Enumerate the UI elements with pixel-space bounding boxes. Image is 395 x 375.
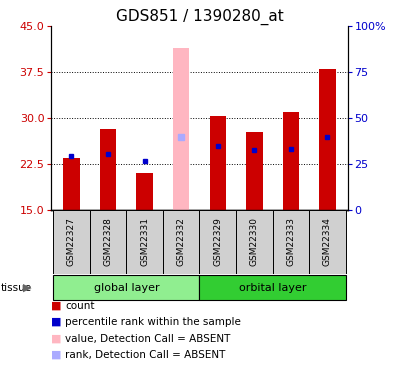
Bar xyxy=(246,132,263,210)
Text: GSM22328: GSM22328 xyxy=(103,217,113,266)
Bar xyxy=(63,158,80,210)
Bar xyxy=(199,275,346,300)
Text: tissue: tissue xyxy=(0,283,32,293)
Bar xyxy=(283,112,299,210)
Text: orbital layer: orbital layer xyxy=(239,283,307,293)
Bar xyxy=(136,173,153,210)
Bar xyxy=(100,129,116,210)
Text: GSM22327: GSM22327 xyxy=(67,217,76,266)
Bar xyxy=(319,69,336,210)
Bar xyxy=(90,210,126,274)
Text: GSM22334: GSM22334 xyxy=(323,217,332,266)
Text: global layer: global layer xyxy=(94,283,159,293)
Text: rank, Detection Call = ABSENT: rank, Detection Call = ABSENT xyxy=(65,350,226,360)
Text: count: count xyxy=(65,301,95,310)
Text: ■: ■ xyxy=(51,334,62,344)
Bar xyxy=(199,210,236,274)
Bar xyxy=(309,210,346,274)
Bar xyxy=(173,48,190,210)
Bar xyxy=(236,210,273,274)
Bar xyxy=(126,210,163,274)
Bar xyxy=(209,116,226,210)
Text: GSM22332: GSM22332 xyxy=(177,217,186,266)
Text: ■: ■ xyxy=(51,301,62,310)
Bar xyxy=(53,275,199,300)
Bar xyxy=(163,210,199,274)
Bar xyxy=(53,210,90,274)
Title: GDS851 / 1390280_at: GDS851 / 1390280_at xyxy=(116,9,283,25)
Text: value, Detection Call = ABSENT: value, Detection Call = ABSENT xyxy=(65,334,231,344)
Text: ▶: ▶ xyxy=(23,283,31,293)
Text: GSM22333: GSM22333 xyxy=(286,217,295,266)
Text: GSM22329: GSM22329 xyxy=(213,217,222,266)
Bar xyxy=(273,210,309,274)
Text: ■: ■ xyxy=(51,317,62,327)
Text: ■: ■ xyxy=(51,350,62,360)
Text: percentile rank within the sample: percentile rank within the sample xyxy=(65,317,241,327)
Text: GSM22330: GSM22330 xyxy=(250,217,259,266)
Text: GSM22331: GSM22331 xyxy=(140,217,149,266)
